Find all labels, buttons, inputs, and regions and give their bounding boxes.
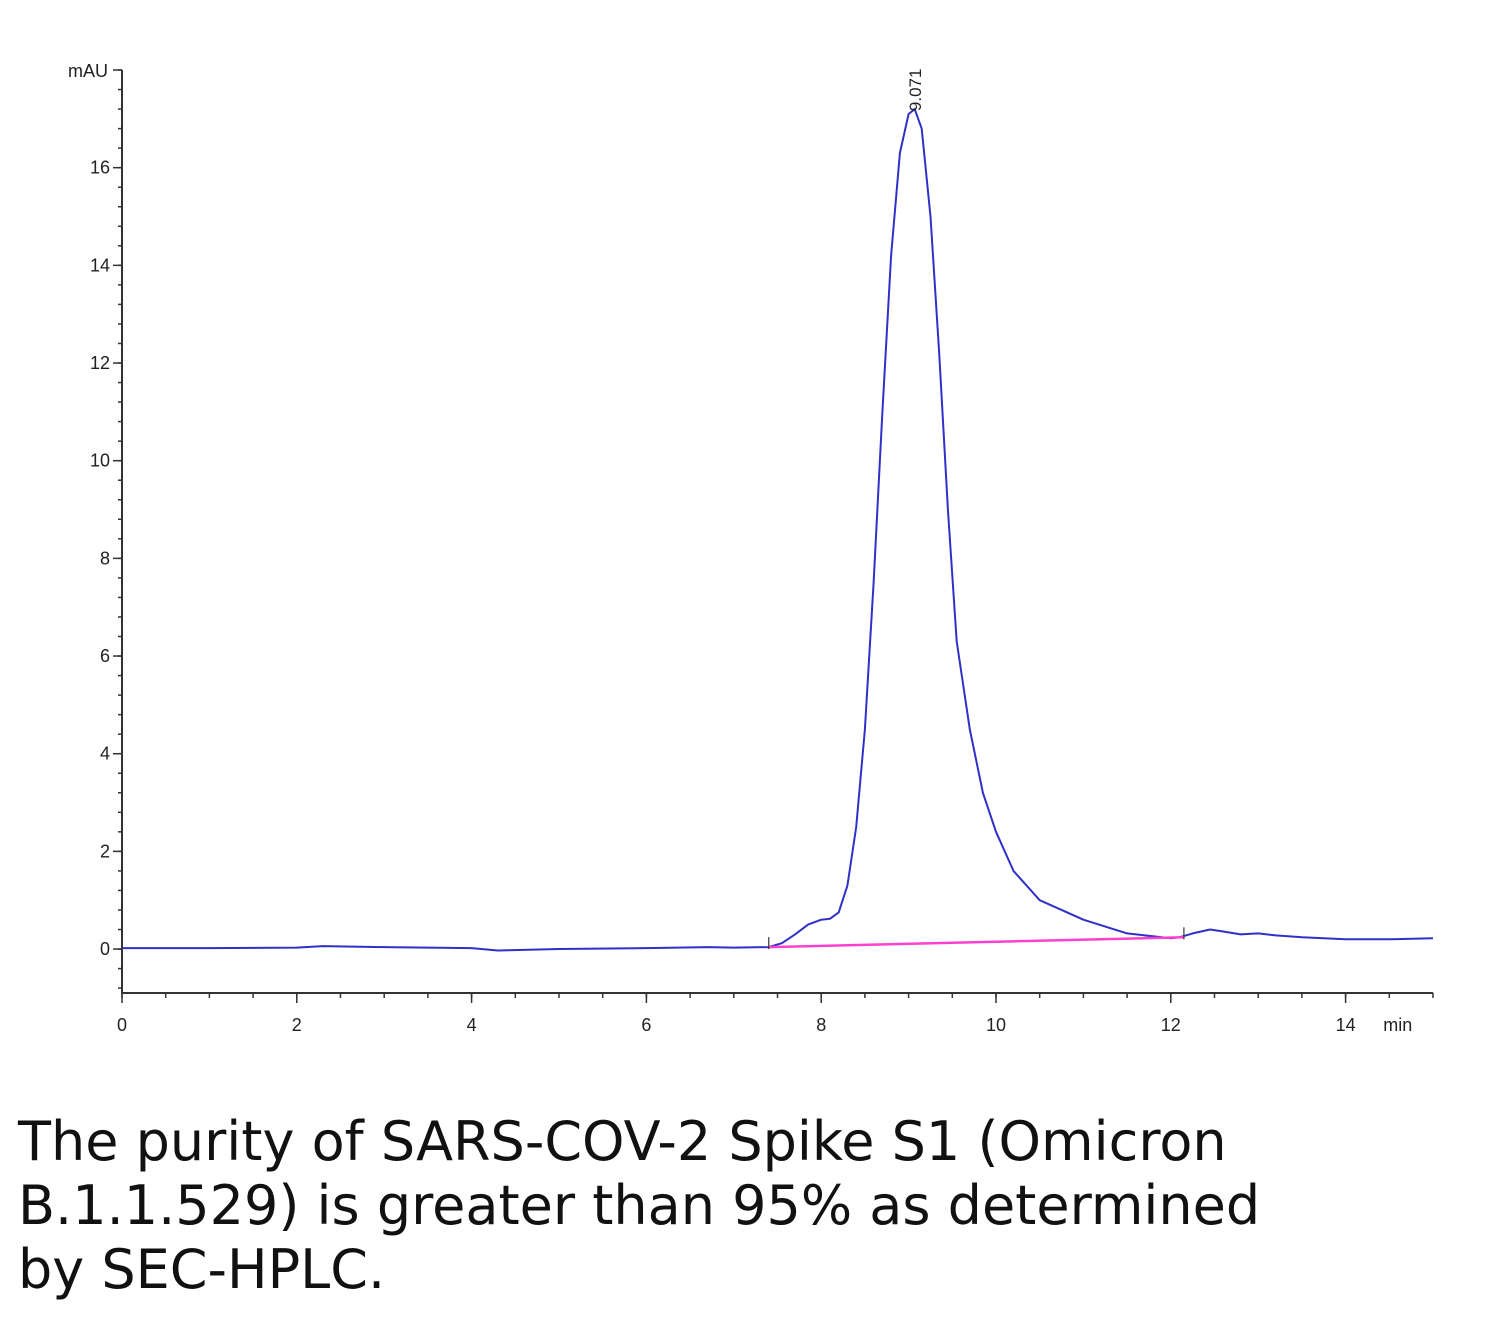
y-tick-label: 8 bbox=[100, 548, 110, 568]
series-layer bbox=[122, 108, 1434, 952]
y-tick-label: 10 bbox=[90, 451, 110, 471]
x-tick-label: 12 bbox=[1161, 1015, 1181, 1035]
y-tick-label: 2 bbox=[100, 841, 110, 861]
y-tick-label: 0 bbox=[100, 939, 110, 959]
x-axis: 0 2 4 6 8 10 12 14 bbox=[117, 992, 1434, 1035]
x-tick-label: 0 bbox=[117, 1015, 127, 1035]
baseline-trace bbox=[768, 936, 1184, 949]
annotation-layer: 9.071 bbox=[906, 69, 925, 112]
y-tick-label: 14 bbox=[90, 255, 110, 275]
figure-caption: The purity of SARS-COV-2 Spike S1 (Omicr… bbox=[18, 1110, 1261, 1301]
y-axis: 0 2 4 6 8 10 12 14 16 bbox=[90, 69, 123, 993]
x-axis-unit-label: min bbox=[1383, 1015, 1412, 1035]
x-tick-label: 6 bbox=[641, 1015, 651, 1035]
chromatogram-chart: 0 2 4 6 8 10 12 14 16 0 2 4 6 8 10 12 14 mAU min 9.071 bbox=[68, 61, 1434, 1035]
x-tick-label: 2 bbox=[292, 1015, 302, 1035]
chromatogram-trace bbox=[122, 108, 1434, 952]
x-tick-label: 4 bbox=[467, 1015, 477, 1035]
y-tick-label: 16 bbox=[90, 158, 110, 178]
x-tick-label: 10 bbox=[986, 1015, 1006, 1035]
y-tick-label: 12 bbox=[90, 353, 110, 373]
x-tick-label: 14 bbox=[1336, 1015, 1356, 1035]
y-axis-label: mAU bbox=[68, 61, 108, 81]
peak-retention-label: 9.071 bbox=[906, 69, 925, 112]
y-tick-label: 6 bbox=[100, 646, 110, 666]
y-tick-label: 4 bbox=[100, 744, 110, 764]
x-tick-label: 8 bbox=[816, 1015, 826, 1035]
